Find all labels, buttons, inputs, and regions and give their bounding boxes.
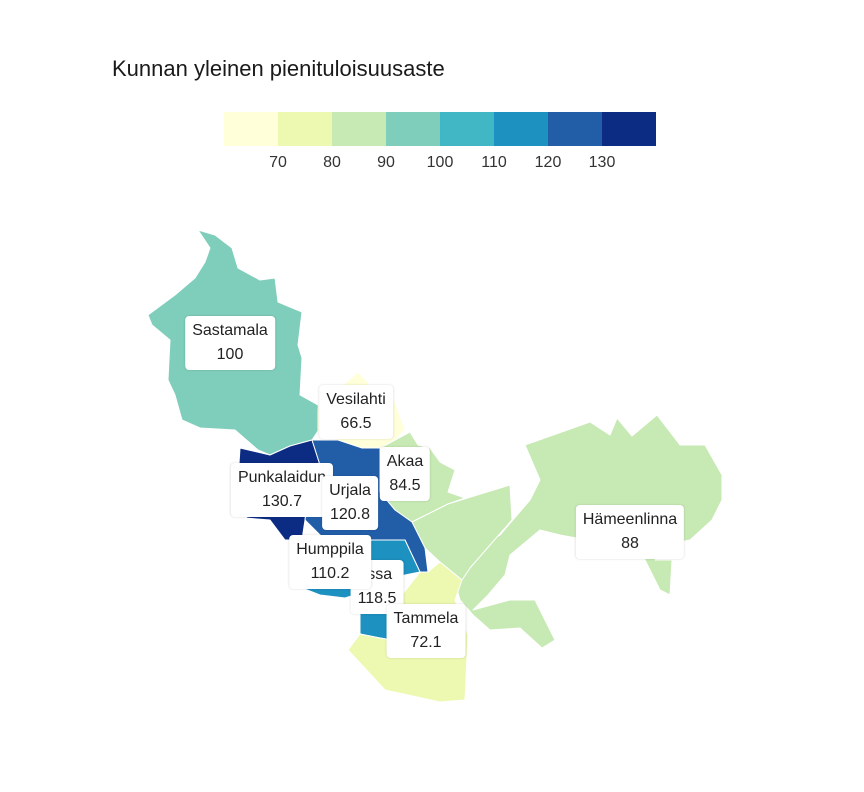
label-punkalaidun: Punkalaidun 130.7 (230, 463, 334, 517)
legend-tick: 120 (534, 154, 562, 171)
label-humppila: Humppila 110.2 (289, 535, 371, 589)
label-sastamala: Sastamala 100 (185, 316, 275, 370)
legend-tick: 100 (426, 154, 454, 171)
municipality-value: 88 (621, 535, 639, 552)
municipality-name: Tammela (393, 610, 459, 627)
label-tammela: Tammela 72.1 (386, 604, 466, 658)
legend-tick: 80 (323, 154, 341, 171)
municipality-value: 110.2 (310, 565, 350, 582)
municipality-name: Vesilahti (326, 391, 386, 408)
municipality-value: 130.7 (261, 493, 303, 510)
label-hameenlinna: Hämeenlinna 88 (575, 505, 685, 559)
municipality-name: Punkalaidun (237, 469, 327, 486)
legend-swatch (602, 112, 656, 146)
label-vesilahti: Vesilahti 66.5 (319, 385, 393, 439)
legend-swatch (278, 112, 332, 146)
municipality-name: Akaa (386, 453, 424, 470)
legend-swatch (224, 112, 278, 146)
label-urjala: Urjala 120.8 (322, 476, 378, 530)
legend-swatch (440, 112, 494, 146)
legend-tick: 90 (377, 154, 395, 171)
legend-swatch (386, 112, 440, 146)
municipality-value: 72.1 (410, 634, 442, 651)
municipality-value: 100 (216, 346, 244, 363)
label-akaa: Akaa 84.5 (379, 447, 431, 501)
legend-swatch (494, 112, 548, 146)
municipality-name: Sastamala (192, 322, 268, 339)
municipality-name: Hämeenlinna (582, 511, 678, 528)
municipality-value: 118.5 (357, 590, 397, 607)
municipality-name: Humppila (296, 541, 364, 558)
municipality-name: Urjala (329, 482, 371, 499)
region-east-strip[interactable] (411, 484, 513, 581)
municipality-value: 120.8 (329, 506, 371, 523)
map-title: Kunnan yleinen pienituloisuusaste (112, 56, 445, 81)
legend-tick: 70 (269, 154, 287, 171)
legend-tick: 110 (481, 154, 507, 171)
color-legend: 70 80 90 100 110 120 130 (224, 112, 656, 182)
legend-swatch (548, 112, 602, 146)
legend-swatch (332, 112, 386, 146)
legend-tick: 130 (588, 154, 616, 171)
municipality-value: 84.5 (389, 477, 421, 494)
municipality-value: 66.5 (340, 415, 372, 432)
